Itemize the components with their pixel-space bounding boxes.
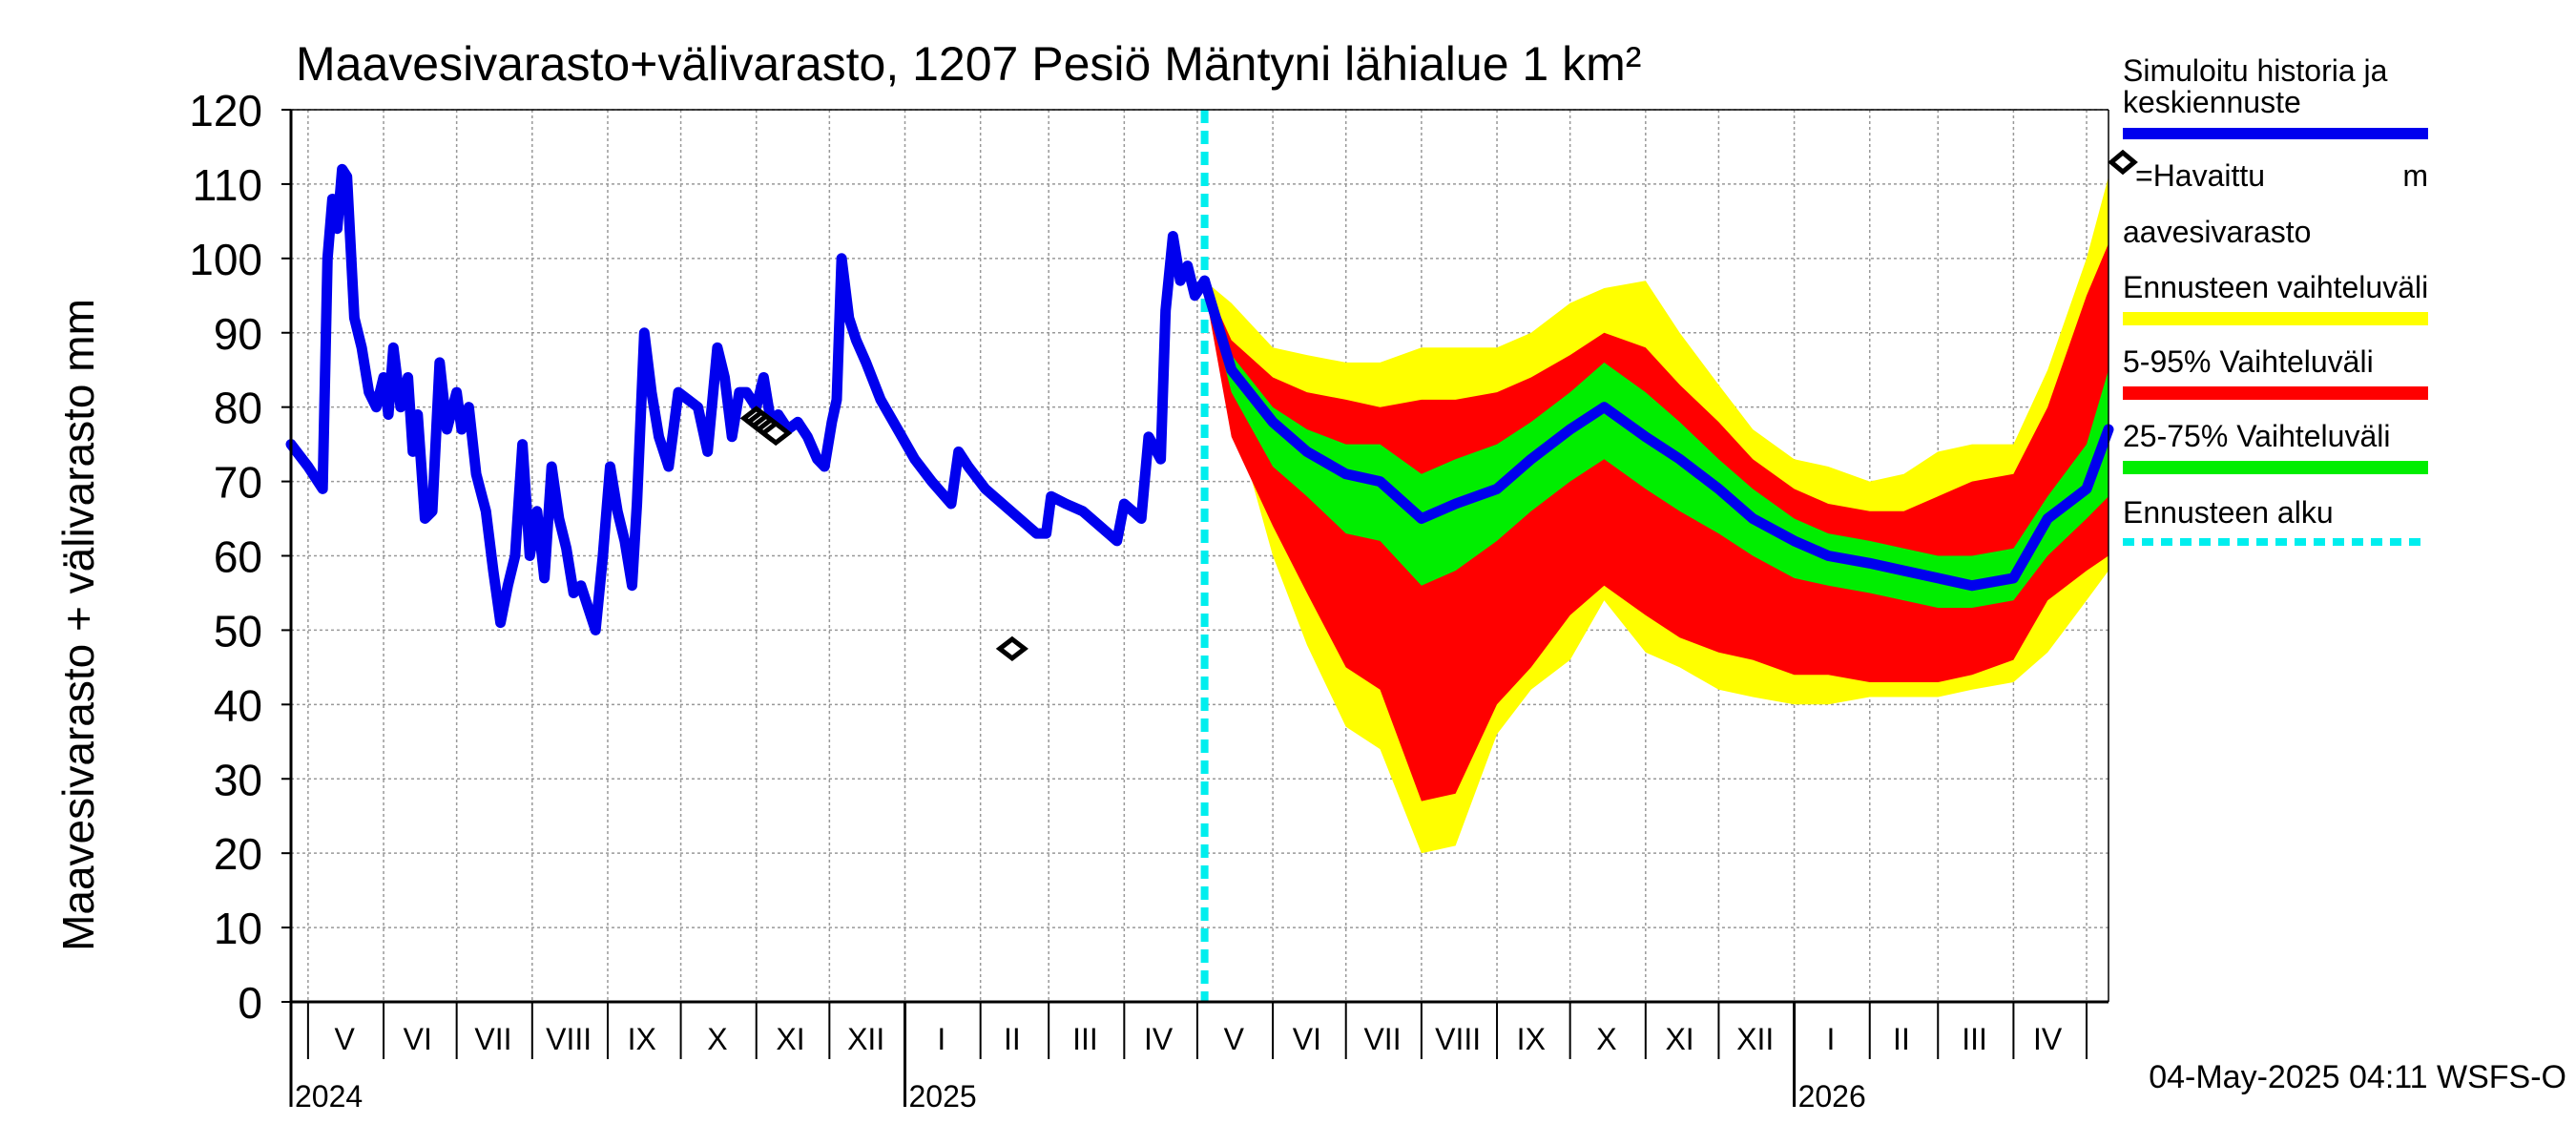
month-label: VII [1363,1022,1401,1056]
legend-label: keskiennuste [2123,85,2301,119]
legend-swatch-diamond [2108,149,2138,176]
month-label: V [335,1022,356,1056]
month-label: I [1826,1022,1835,1056]
y-tick-label: 0 [238,978,262,1028]
y-tick-label: 10 [214,904,262,953]
year-label: 2025 [909,1079,977,1114]
month-label: II [1004,1022,1021,1056]
month-label: V [1224,1022,1245,1056]
month-label: XII [1736,1022,1774,1056]
footer-timestamp: 04-May-2025 04:11 WSFS-O [2149,1059,2566,1095]
observed-points [739,406,1028,662]
month-label: X [707,1022,727,1056]
month-label: II [1893,1022,1910,1056]
y-tick-label: 110 [193,160,262,210]
legend-label: aavesivarasto [2123,215,2311,249]
month-label: XI [1665,1022,1693,1056]
chart-title: Maavesivarasto+välivarasto, 1207 Pesiö M… [296,37,1641,91]
month-label: IX [628,1022,656,1056]
month-label: XII [847,1022,884,1056]
observed-point [759,420,793,447]
month-label: VIII [1435,1022,1481,1056]
month-label: III [1962,1022,1987,1056]
y-tick-label: 30 [214,755,262,804]
y-tick-label: 50 [214,606,262,656]
month-label: IV [1144,1022,1174,1056]
y-tick-label: 90 [214,309,262,359]
month-label: X [1596,1022,1616,1056]
y-tick-label: 70 [214,458,262,508]
y-axis-label: Maavesivarasto + välivarasto mm [53,299,103,951]
legend-label: =Havaittu [2135,158,2265,193]
month-label: VIII [546,1022,592,1056]
median-line [1199,275,2114,592]
year-label: 2024 [295,1079,363,1114]
observed-point [995,635,1028,662]
legend-label: m [2402,158,2428,193]
series-lines [285,110,2114,1002]
month-label: VII [474,1022,511,1056]
month-label: III [1072,1022,1098,1056]
legend-label: Ennusteen alku [2123,495,2334,530]
y-tick-label: 80 [214,384,262,433]
month-label: I [937,1022,945,1056]
legend-label: Ennusteen vaihteluväli [2123,270,2428,304]
legend-label: 25-75% Vaihteluväli [2123,419,2390,453]
month-label: IV [2033,1022,2063,1056]
band-band-5-95 [1204,243,2109,802]
month-label: VI [404,1022,432,1056]
history-line [285,163,1211,635]
y-tick-label: 20 [214,829,262,879]
legend-label: 5-95% Vaihteluväli [2123,344,2374,379]
y-tick-label: 120 [189,86,262,135]
legend-label: Simuloitu historia ja [2123,53,2388,88]
month-label: IX [1517,1022,1546,1056]
month-label: VI [1293,1022,1321,1056]
y-tick-label: 60 [214,532,262,582]
month-label: XI [776,1022,804,1056]
y-tick-label: 40 [214,680,262,730]
y-tick-label: 100 [189,235,262,284]
year-label: 2026 [1798,1079,1866,1114]
